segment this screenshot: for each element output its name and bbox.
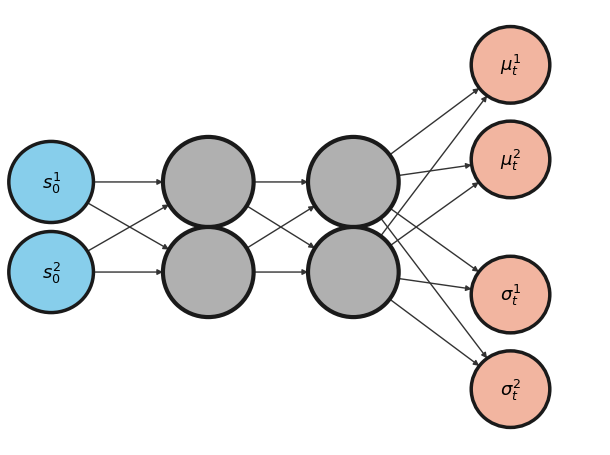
Text: $\sigma_t^1$: $\sigma_t^1$ — [500, 283, 521, 308]
Text: $s_0^1$: $s_0^1$ — [41, 170, 60, 195]
Text: $s_0^2$: $s_0^2$ — [41, 260, 60, 285]
Ellipse shape — [308, 228, 399, 318]
Ellipse shape — [9, 142, 93, 223]
Text: $\mu_t^1$: $\mu_t^1$ — [500, 53, 521, 78]
Ellipse shape — [163, 137, 254, 228]
Ellipse shape — [163, 228, 254, 318]
Text: $\mu_t^2$: $\mu_t^2$ — [500, 147, 521, 172]
Ellipse shape — [308, 137, 399, 228]
Ellipse shape — [471, 122, 550, 198]
Ellipse shape — [471, 257, 550, 333]
Ellipse shape — [9, 232, 93, 313]
Text: $\sigma_t^2$: $\sigma_t^2$ — [500, 377, 521, 402]
Ellipse shape — [471, 27, 550, 104]
Ellipse shape — [471, 351, 550, 428]
